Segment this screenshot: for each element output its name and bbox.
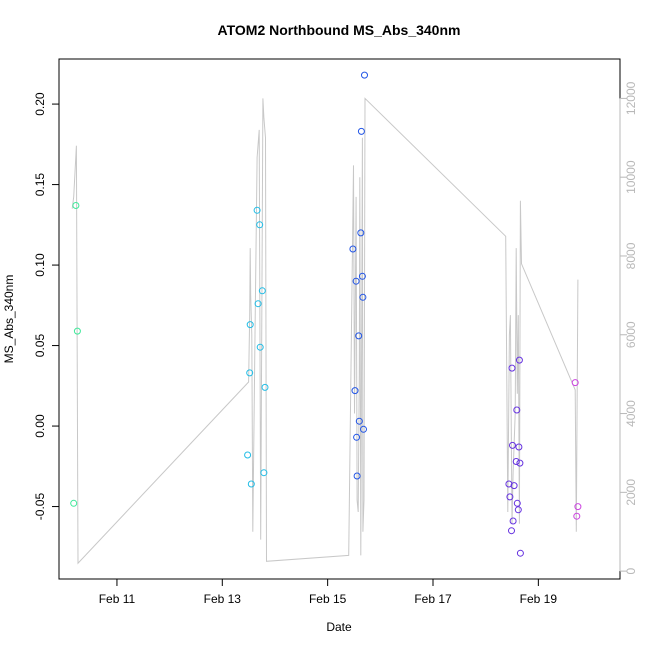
data-point: [571, 379, 579, 387]
y-tick-label: 0.20: [33, 92, 47, 116]
data-point: [355, 417, 363, 425]
y-tick-label: 0.00: [33, 414, 47, 438]
data-point: [515, 443, 523, 451]
data-point: [516, 549, 524, 557]
data-point: [508, 527, 515, 535]
data-point: [73, 327, 81, 335]
y2-tick-label: 4000: [624, 400, 638, 427]
y2-axis: 0 2000 4000 6000 8000 10000 12000: [619, 81, 638, 574]
x-tick-label: Feb 17: [414, 592, 452, 606]
data-point: [353, 433, 361, 441]
data-point: [244, 451, 252, 459]
data-point: [508, 364, 516, 372]
y-tick-label: 0.05: [33, 334, 47, 358]
data-point: [258, 287, 266, 295]
data-point: [358, 272, 366, 280]
y-axis: -0.05 0.00 0.05 0.10 0.15 0.20: [33, 92, 60, 521]
data-point: [361, 71, 368, 79]
data-point: [509, 441, 516, 449]
y-axis-label: MS_Abs_340nm: [2, 275, 16, 364]
data-point: [260, 469, 268, 477]
y-tick-label: 0.10: [33, 253, 47, 277]
data-point: [70, 499, 78, 507]
data-point: [513, 499, 521, 507]
data-point: [351, 387, 359, 395]
x-axis: Feb 11 Feb 13 Feb 15 Feb 17 Feb 19: [99, 578, 558, 606]
data-point: [514, 506, 522, 514]
data-point: [353, 472, 361, 480]
data-point: [516, 459, 524, 467]
data-point: [512, 458, 520, 465]
data-point: [357, 229, 365, 237]
data-point: [509, 517, 517, 525]
plot-frame: [58, 58, 621, 580]
data-point: [246, 369, 254, 377]
x-tick-label: Feb 13: [204, 592, 242, 606]
y2-tick-label: 6000: [624, 321, 638, 348]
data-point: [256, 221, 264, 229]
data-point: [513, 406, 521, 414]
chart-title: ATOM2 Northbound MS_Abs_340nm: [218, 22, 461, 38]
data-point: [359, 293, 367, 301]
y2-tick-label: 8000: [624, 242, 638, 269]
data-point: [254, 300, 262, 308]
points-layer: [70, 71, 582, 557]
data-point: [515, 356, 523, 364]
data-point: [72, 202, 80, 209]
y-tick-label: 0.15: [33, 173, 47, 197]
data-point: [352, 277, 360, 285]
data-point: [510, 482, 518, 490]
data-point: [573, 512, 581, 520]
data-point: [506, 493, 514, 501]
y2-tick-label: 2000: [624, 479, 638, 506]
data-point: [355, 332, 363, 340]
x-tick-label: Feb 11: [99, 592, 136, 606]
data-point: [574, 503, 582, 511]
data-point: [256, 343, 264, 351]
data-point: [261, 383, 269, 391]
y2-tick-label: 0: [624, 567, 638, 574]
data-point: [360, 425, 367, 433]
secondary-line: [71, 97, 579, 565]
data-point: [349, 245, 357, 253]
y2-tick-label: 10000: [624, 160, 638, 194]
y2-tick-label: 12000: [624, 81, 638, 115]
data-point: [246, 321, 254, 329]
x-tick-label: Feb 19: [520, 592, 558, 606]
secondary-line-layer: [71, 97, 579, 565]
y-tick-label: -0.05: [33, 493, 47, 521]
x-axis-label: Date: [326, 620, 352, 634]
data-point: [247, 480, 255, 488]
x-tick-label: Feb 15: [309, 592, 347, 606]
data-point: [357, 127, 365, 135]
data-point: [253, 206, 261, 214]
